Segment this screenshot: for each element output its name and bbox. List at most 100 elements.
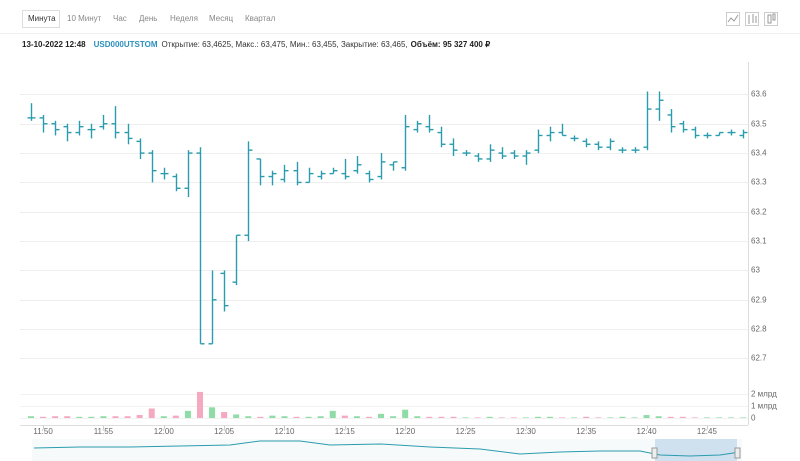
info-ticker: USD000UTSTOM	[94, 40, 158, 49]
y-tick-label: 63.1	[751, 237, 767, 246]
volume-bar	[353, 416, 360, 418]
volume-bar	[112, 416, 119, 418]
volume-bar	[474, 417, 481, 418]
info-details: Открытие: 63,4625, Макс.: 63,475, Мин.: …	[161, 40, 407, 49]
volume-bar	[559, 417, 566, 418]
navigator-handle[interactable]	[734, 447, 741, 459]
volume-bar	[522, 417, 529, 418]
volume-bar	[740, 417, 747, 418]
volume-bar	[196, 391, 203, 418]
volume-bar	[486, 416, 493, 418]
volume-bar	[52, 416, 59, 418]
x-tick-label: 12:25	[456, 427, 477, 436]
y-tick-label: 63.2	[751, 208, 767, 217]
icon-ohlc[interactable]	[745, 12, 759, 26]
volume-bar	[184, 410, 191, 418]
tab[interactable]: Месяц	[209, 14, 234, 23]
navigator-bg	[32, 439, 742, 461]
volume-bar	[40, 416, 47, 418]
x-tick-label: 12:45	[697, 427, 718, 436]
volume-tick-label: 2 млрд	[751, 390, 777, 399]
icon-candles[interactable]	[764, 12, 778, 26]
x-tick-label: 12:05	[214, 427, 235, 436]
volume-bar	[462, 417, 469, 418]
volume-bar	[100, 416, 107, 418]
volume-bar	[365, 416, 372, 418]
tab[interactable]: День	[139, 14, 157, 23]
volume-bar	[160, 416, 167, 418]
tab[interactable]: Неделя	[170, 14, 198, 23]
volume-tick-label: 1 млрд	[751, 402, 777, 411]
x-tick-label: 12:40	[637, 427, 658, 436]
volume-bar	[88, 416, 95, 418]
navigator-handle[interactable]	[651, 447, 658, 459]
info-datetime: 13-10-2022 12:48	[22, 40, 86, 49]
volume-bar	[269, 415, 276, 418]
volume-bar	[233, 414, 240, 418]
y-tick-label: 63.5	[751, 120, 767, 129]
volume-bar	[402, 409, 409, 418]
volume-bar	[438, 416, 445, 418]
volume-bar	[245, 416, 252, 418]
icon-candle-glyph	[767, 13, 776, 24]
volume-bar	[619, 416, 626, 418]
volume-bar	[643, 415, 650, 418]
volume-bar	[450, 416, 457, 418]
navigator	[32, 439, 742, 461]
x-tick-label: 12:10	[274, 427, 295, 436]
volume-tick-label: 0	[751, 414, 756, 423]
volume-bar	[172, 415, 179, 418]
icon-line-glyph	[727, 14, 739, 23]
volume-bar	[76, 416, 83, 418]
volume-bar	[583, 416, 590, 418]
volume-bar	[414, 416, 421, 418]
volume-bar	[607, 417, 614, 418]
volume-bar	[378, 413, 385, 418]
volume-bar	[728, 417, 735, 418]
volume-bar	[534, 416, 541, 418]
x-tick-label: 12:20	[395, 427, 416, 436]
x-tick-label: 12:30	[516, 427, 537, 436]
y-tick-label: 62.8	[751, 325, 767, 334]
volume-bar	[64, 416, 71, 418]
volume-bar	[293, 416, 300, 418]
x-tick-label: 12:35	[576, 427, 597, 436]
navigator-line	[33, 440, 741, 457]
volume-bar	[571, 417, 578, 418]
volume-bar	[209, 407, 216, 418]
icon-ohlc-glyph	[748, 14, 757, 24]
icon-line[interactable]	[726, 12, 740, 26]
volume-bar	[124, 416, 131, 418]
volume-bar	[655, 416, 662, 418]
volume-bar	[148, 408, 155, 418]
info-volume: Объём: 95 327 400 ₽	[411, 40, 491, 49]
y-tick-label: 62.9	[751, 296, 767, 305]
tab[interactable]: Минута	[28, 14, 56, 23]
volume-bar	[317, 416, 324, 418]
volume-bar	[341, 415, 348, 418]
y-tick-label: 63.4	[751, 149, 767, 158]
volume-bar	[329, 410, 336, 418]
navigator-range[interactable]	[655, 439, 737, 461]
volume-bar	[703, 417, 710, 418]
y-tick-label: 63.6	[751, 90, 767, 99]
volume-bar	[136, 415, 143, 418]
volume-bar	[510, 417, 517, 418]
tab[interactable]: 10 Минут	[67, 14, 102, 23]
y-tick-label: 62.7	[751, 354, 767, 363]
tab[interactable]: Час	[113, 14, 127, 23]
x-tick-label: 12:15	[335, 427, 356, 436]
volume-bar	[631, 417, 638, 418]
volume-bar	[305, 416, 312, 418]
volume-bar	[390, 416, 397, 418]
volume-bar	[257, 416, 264, 418]
volume-bar	[547, 416, 554, 418]
x-tick-label: 12:00	[154, 427, 175, 436]
volume-bar	[679, 416, 686, 418]
tab-selected-box	[22, 10, 60, 28]
y-tick-label: 63.3	[751, 178, 767, 187]
tab[interactable]: Квартал	[245, 14, 276, 23]
